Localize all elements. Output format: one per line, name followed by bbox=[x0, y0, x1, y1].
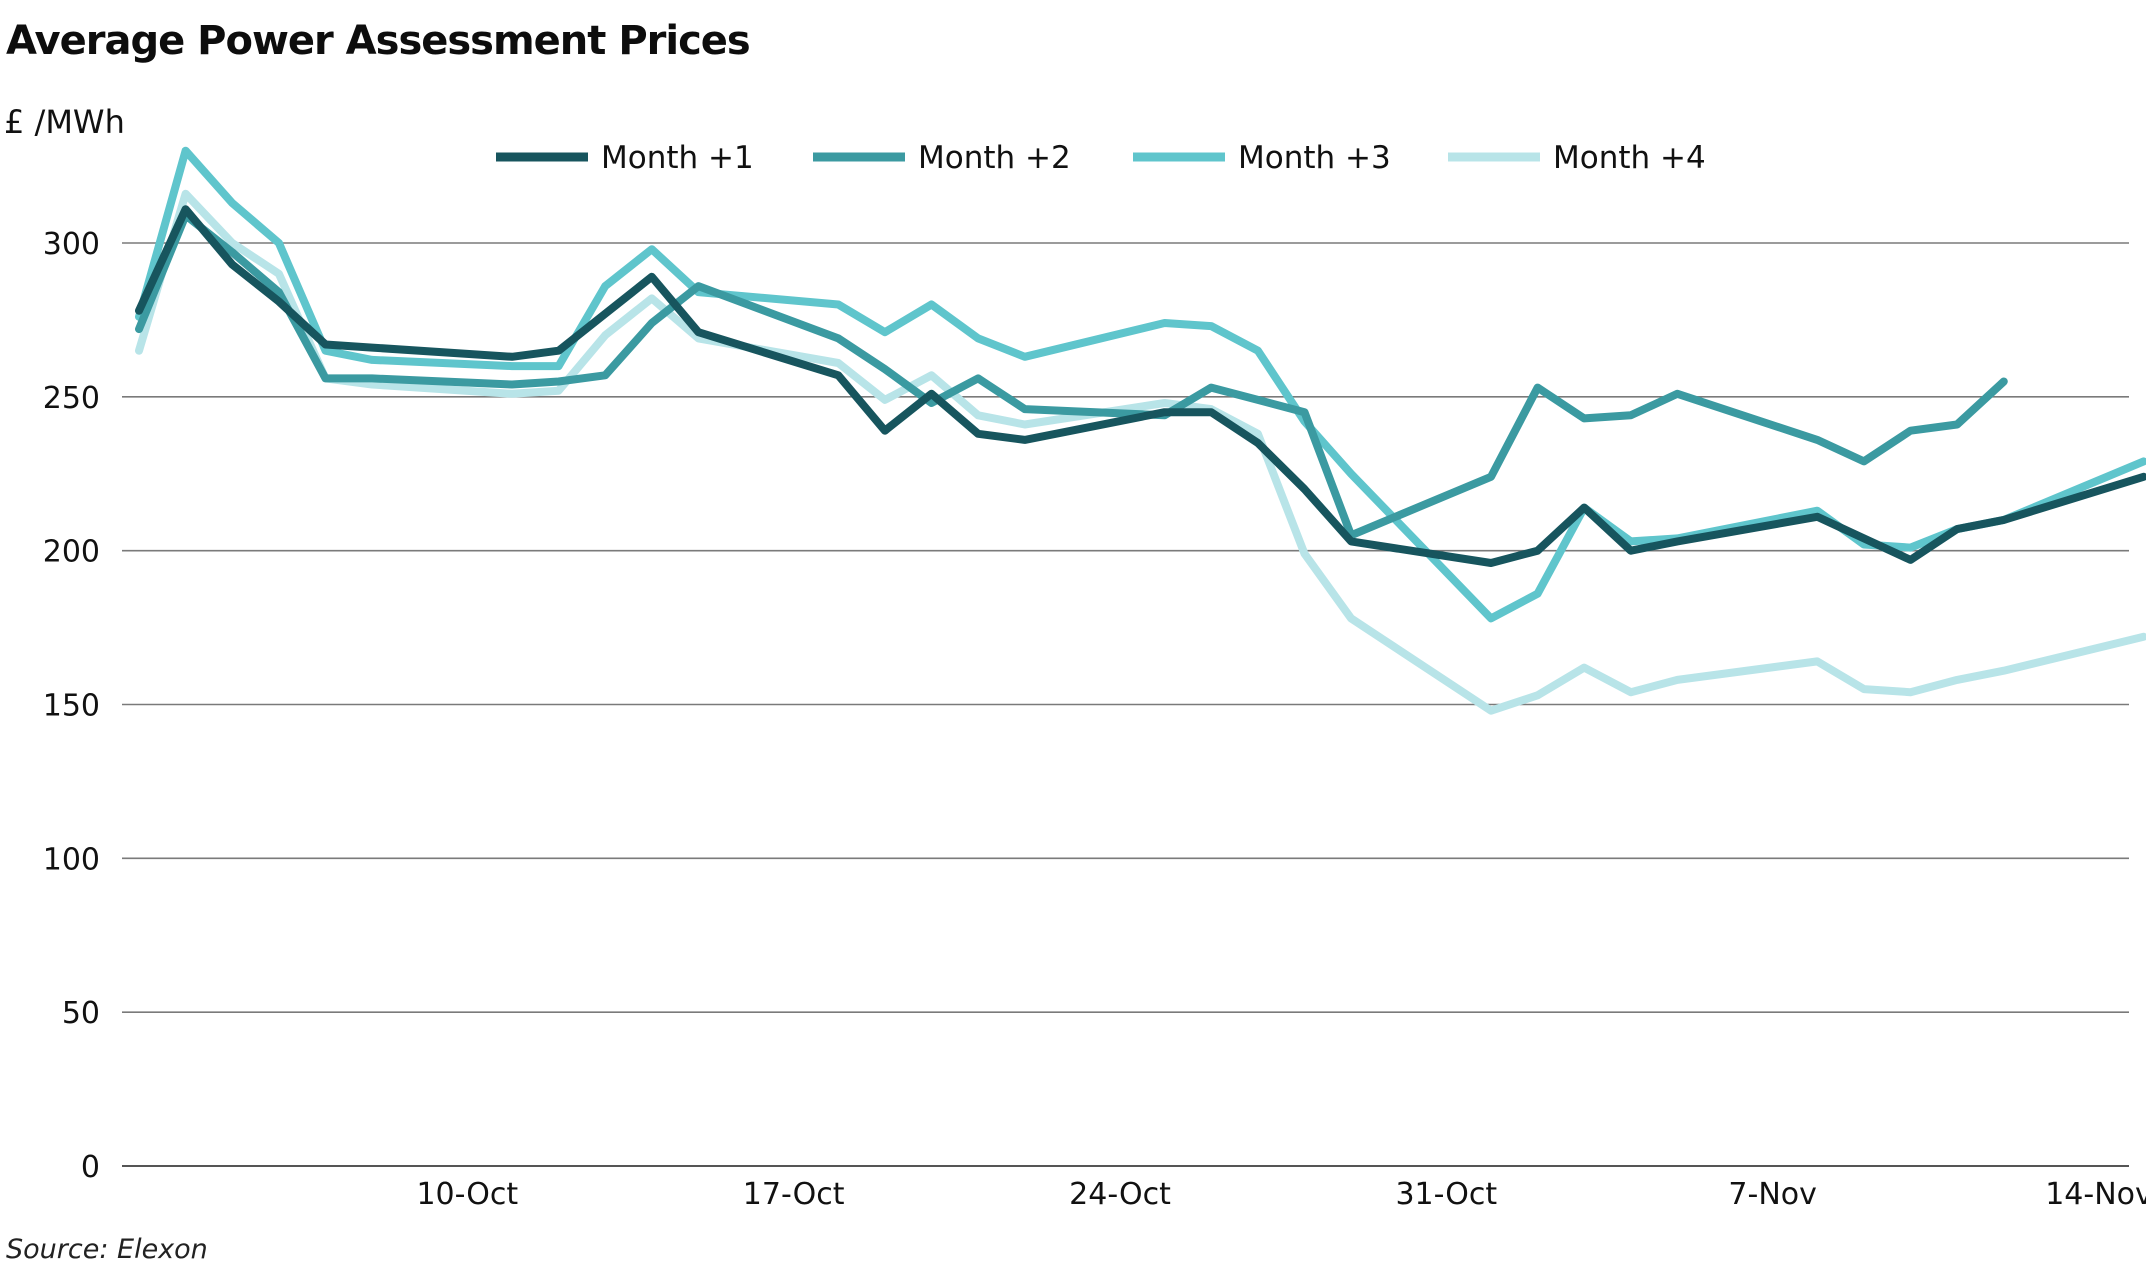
legend-label: Month +2 bbox=[918, 140, 1071, 176]
gridlines bbox=[122, 242, 2129, 1167]
x-tick-label: 14-Nov bbox=[2045, 1177, 2146, 1212]
series-lines bbox=[135, 146, 2146, 715]
y-tick-label: 100 bbox=[43, 842, 100, 877]
y-tick-label: 0 bbox=[81, 1150, 100, 1185]
x-tick-label: 10-Oct bbox=[416, 1177, 518, 1212]
x-tick-label: 17-Oct bbox=[743, 1177, 845, 1212]
series-line-month-3 bbox=[135, 146, 2146, 623]
axes: 0 50 100 150 200 250 300 10-Oct 17-Oct 24-Oct 31-O… bbox=[43, 227, 2146, 1212]
legend-label: Month +3 bbox=[1238, 140, 1391, 176]
y-tick-label: 150 bbox=[43, 689, 100, 724]
y-tick-label: 300 bbox=[43, 227, 100, 262]
series-line-month-2 bbox=[135, 211, 2008, 540]
y-tick-label: 50 bbox=[62, 996, 100, 1031]
legend-label: Month +4 bbox=[1553, 140, 1706, 176]
series-line-month-1 bbox=[135, 205, 2146, 567]
x-tick-label: 24-Oct bbox=[1069, 1177, 1171, 1212]
source-note: Source: Elexon bbox=[6, 1234, 208, 1265]
legend-label: Month +1 bbox=[601, 140, 754, 176]
y-tick-label: 250 bbox=[43, 381, 100, 416]
legend: Month +1 Month +2 Month +3 Month +4 bbox=[496, 140, 1706, 176]
x-tick-label: 7-Nov bbox=[1728, 1177, 1816, 1212]
y-axis-unit-label: £ /MWh bbox=[4, 103, 125, 141]
chart-title: Average Power Assessment Prices bbox=[6, 18, 751, 64]
x-tick-label: 31-Oct bbox=[1395, 1177, 1497, 1212]
y-tick-label: 200 bbox=[43, 535, 100, 570]
